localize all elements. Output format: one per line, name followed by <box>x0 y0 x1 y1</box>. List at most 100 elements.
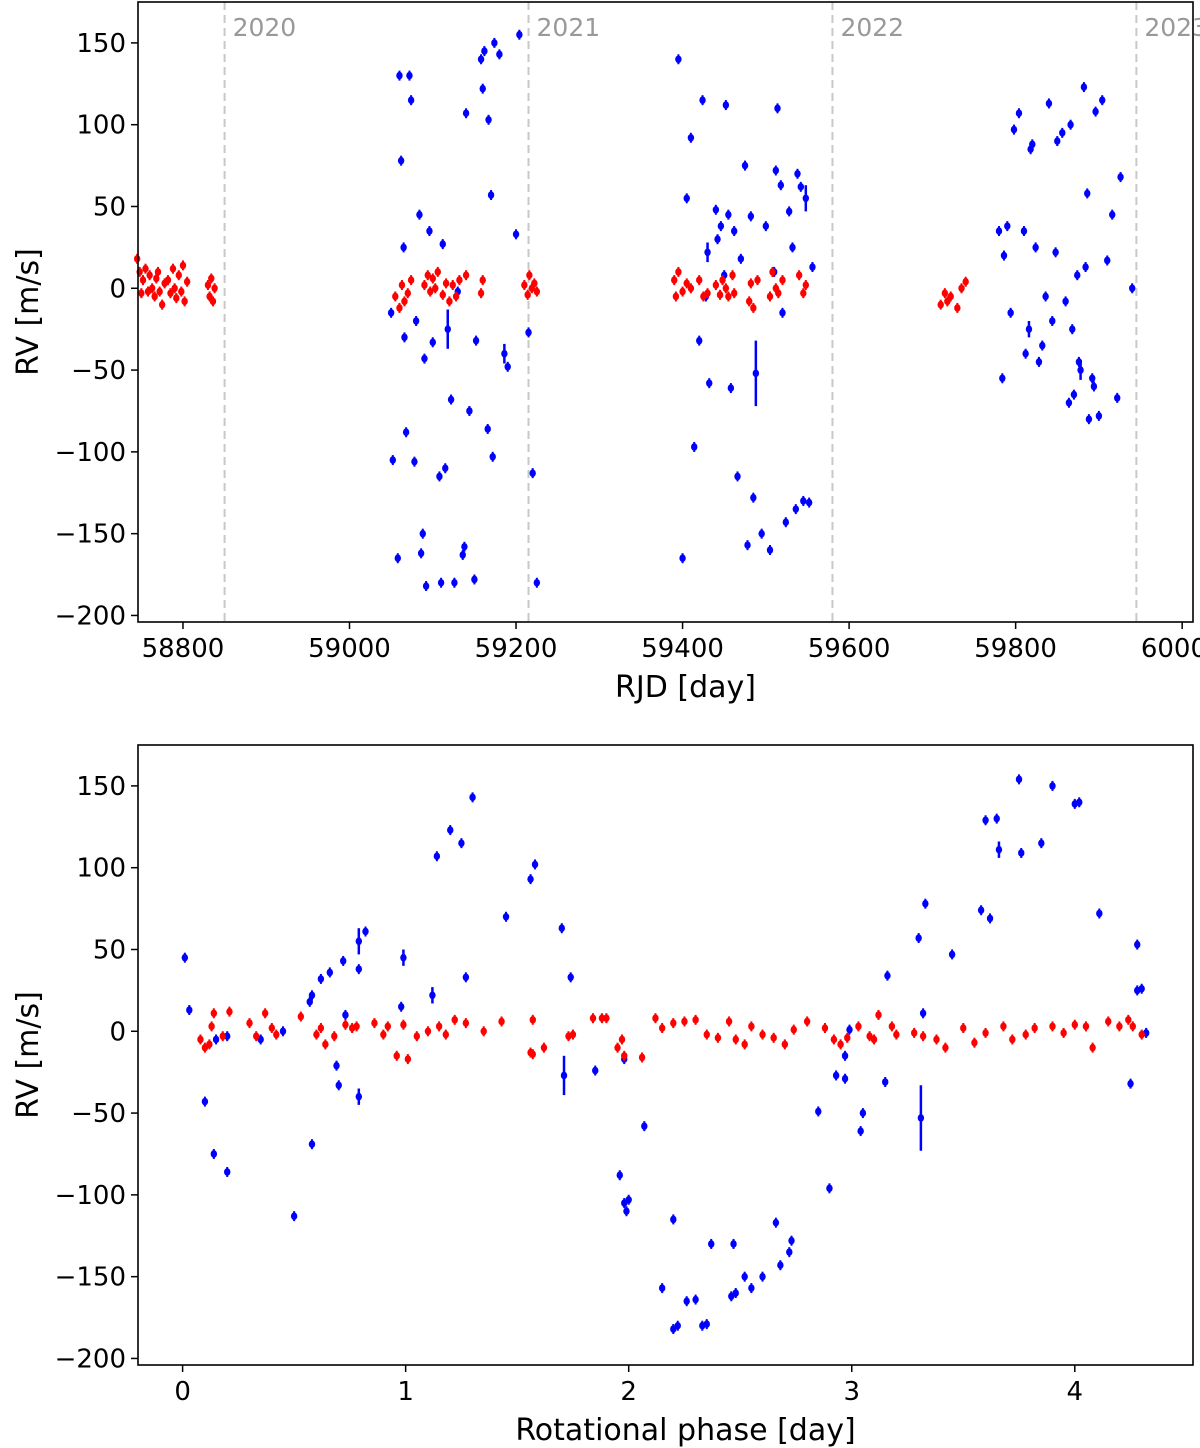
blue-data-point <box>1109 210 1116 219</box>
blue-data-point <box>461 542 468 551</box>
red-data-point <box>618 1035 626 1044</box>
blue-data-point <box>442 464 449 473</box>
blue-data-point <box>732 1289 739 1297</box>
blue-data-point <box>1104 256 1111 265</box>
red-data-point <box>875 1011 882 1019</box>
blue-data-point <box>982 816 989 825</box>
blue-data-point <box>999 374 1006 383</box>
red-data-point <box>614 1043 621 1052</box>
x-tick-label: 1 <box>397 1377 414 1407</box>
red-data-point <box>462 1019 470 1027</box>
blue-data-point <box>472 336 480 345</box>
blue-data-point <box>977 906 985 915</box>
blue-data-point <box>846 1025 853 1034</box>
red-data-point <box>802 281 810 289</box>
blue-data-point <box>758 529 765 538</box>
red-data-point <box>434 268 441 276</box>
blue-data-point <box>691 443 698 451</box>
x-tick-label: 59800 <box>974 634 1057 664</box>
blue-data-point <box>1117 173 1124 181</box>
red-data-point <box>759 1030 766 1039</box>
red-data-point <box>795 271 803 279</box>
blue-data-point <box>484 425 491 433</box>
blue-data-point <box>1065 398 1073 407</box>
x-tick-label: 59600 <box>808 634 891 664</box>
blue-data-point <box>355 937 363 946</box>
blue-data-point <box>717 222 725 230</box>
blue-data-point <box>1049 782 1056 790</box>
x-tick-label: 58800 <box>142 634 225 664</box>
red-data-point <box>652 1014 659 1022</box>
blue-data-point <box>1042 292 1049 301</box>
blue-data-point <box>1059 129 1066 137</box>
panel-time: 2020 2021 2022 2023 58800 59000 59200 59400 5960… <box>11 1 1200 705</box>
blue-data-point <box>466 407 473 415</box>
blue-data-point <box>683 1297 690 1306</box>
red-data-point <box>209 297 217 306</box>
red-data-point <box>204 281 212 289</box>
red-data-point <box>156 287 163 296</box>
blue-data-point <box>859 1109 867 1117</box>
red-data-point <box>169 264 177 273</box>
blue-data-point <box>708 1240 715 1248</box>
red-data-point <box>371 1019 378 1027</box>
blue-data-point <box>342 1011 349 1019</box>
y-tick-label: −100 <box>55 1181 126 1211</box>
red-data-point <box>531 279 538 288</box>
red-data-point <box>790 1025 797 1034</box>
red-data-point <box>933 1035 940 1044</box>
red-data-point <box>197 1035 204 1044</box>
red-data-point <box>313 1030 320 1039</box>
blue-data-point <box>471 575 478 584</box>
blue-data-point <box>1080 83 1088 91</box>
red-data-point <box>910 1029 918 1037</box>
red-data-point <box>164 276 172 284</box>
blue-data-point <box>387 309 395 317</box>
blue-data-point <box>744 541 751 549</box>
blue-data-point <box>400 953 407 962</box>
blue-data-point <box>712 205 720 214</box>
red-data-point <box>526 271 533 279</box>
blue-data-point <box>1077 366 1084 374</box>
year-label: 2020 <box>233 13 297 42</box>
blue-data-point <box>1007 309 1014 317</box>
x-tick-label: 60000 <box>1141 634 1200 664</box>
red-data-point <box>732 1035 739 1044</box>
blue-data-point <box>737 255 745 263</box>
blue-data-point <box>762 222 770 230</box>
blue-data-point <box>527 875 534 883</box>
red-data-point <box>893 1030 900 1039</box>
blue-data-point <box>426 227 433 235</box>
red-data-point <box>1060 1029 1067 1037</box>
blue-data-point <box>699 96 706 104</box>
blue-data-point <box>1000 251 1008 260</box>
red-data-point <box>462 271 470 279</box>
red-data-point <box>942 1043 949 1052</box>
red-data-point <box>672 292 680 301</box>
red-data-point <box>681 1017 688 1026</box>
blue-data-point <box>1084 189 1091 198</box>
blue-data-point <box>1082 263 1089 271</box>
blue-data-point <box>340 957 347 965</box>
red-data-point <box>712 281 720 289</box>
red-data-point <box>211 284 218 293</box>
red-data-point <box>958 284 965 293</box>
red-data-point <box>621 1052 628 1060</box>
blue-data-point <box>706 379 713 387</box>
blue-data-point <box>1038 839 1045 847</box>
red-data-point <box>479 276 486 284</box>
y-tick-label: 100 <box>76 111 126 141</box>
blue-data-point <box>411 457 418 466</box>
blue-data-point <box>772 166 780 175</box>
blue-data-point <box>722 101 730 109</box>
red-data-point <box>725 292 732 301</box>
blue-data-point <box>1114 394 1121 402</box>
red-data-point <box>747 279 755 288</box>
red-data-point <box>210 1009 218 1018</box>
blue-data-point <box>1035 358 1043 366</box>
red-data-point <box>427 287 434 296</box>
blue-data-point <box>181 953 189 962</box>
blue-data-point <box>333 1061 340 1070</box>
red-data-point <box>398 281 406 289</box>
